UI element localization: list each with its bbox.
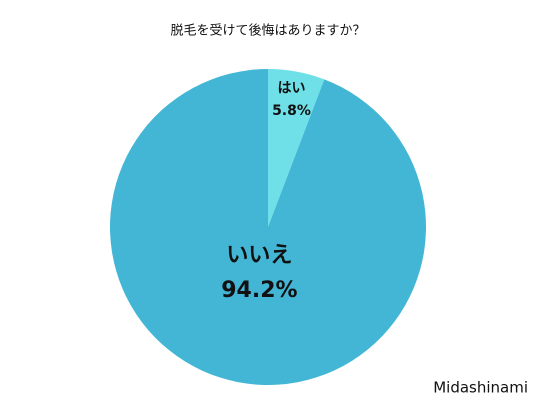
slice-label: いいえ xyxy=(226,243,292,268)
watermark: Midashinami xyxy=(433,379,528,397)
pie-slice xyxy=(268,69,325,227)
chart-title: 脱毛を受けて後悔はありますか？ xyxy=(170,24,365,39)
value-label: 5.8% xyxy=(272,103,311,119)
value-label: 94.2% xyxy=(221,278,297,303)
slice-label: はい xyxy=(277,80,305,96)
pie-slice xyxy=(109,69,427,385)
